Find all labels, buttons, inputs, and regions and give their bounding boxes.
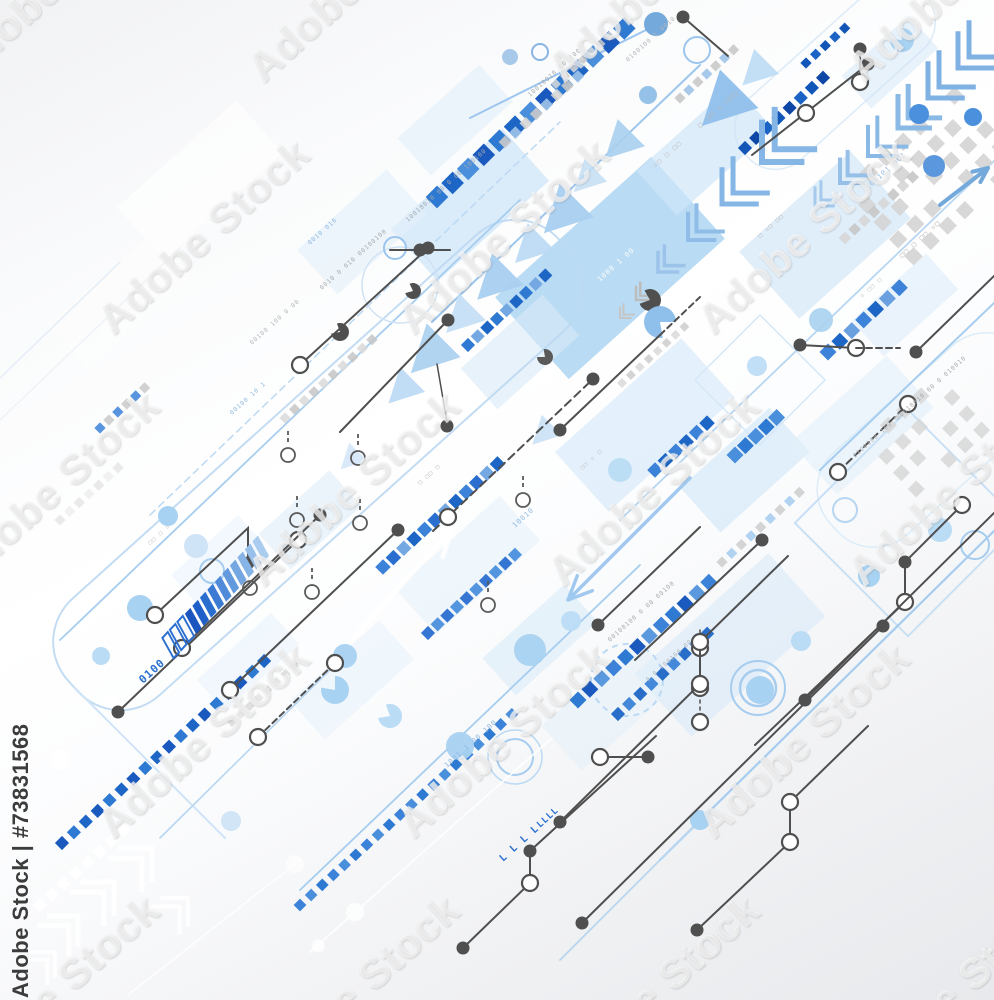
solid-circle-layer [17,12,982,831]
diamond-outline-layer [693,313,994,638]
svg-text:0100: 0100 [136,656,167,686]
arrow-layer [349,166,990,643]
blue-line-layer [0,27,994,961]
chevron-layer [21,20,994,986]
svg-text:00100 100 0 00: 00100 100 0 00 [249,298,302,346]
svg-text:00100 10 1: 00100 10 1 [229,380,268,416]
svg-text:00100100 0 00 00100: 00100100 0 00 00100 [607,580,677,644]
progress-bar [161,535,270,660]
watermark-id-label: Adobe Stock | #73831568 [8,723,33,998]
stub-layer [242,431,531,613]
crescent-layer [321,28,915,728]
svg-text:□□ □ ▫: □□ □ ▫ [147,523,172,547]
pale-rect-layer [47,15,959,771]
svg-text:□ □□ □: □ □□ □ [417,463,442,487]
triangle-layer [340,48,780,470]
svg-text:L L L L: L L L L [498,823,542,864]
circuit-trace-layer [111,10,994,996]
